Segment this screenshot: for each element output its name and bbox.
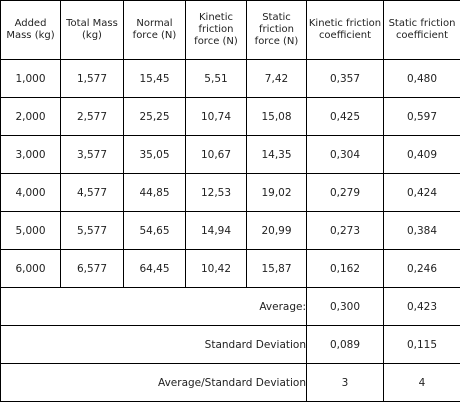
cell-normal-force: 44,85 (124, 174, 186, 212)
cell-kinetic-force: 10,42 (186, 250, 247, 288)
cell-added-mass: 4,000 (1, 174, 61, 212)
header-row: Added Mass (kg) Total Mass (kg) Normal f… (1, 1, 460, 60)
cell-kinetic-force: 10,74 (186, 98, 247, 136)
header-kinetic-friction-force: Kinetic friction force (N) (186, 1, 247, 60)
cell-total-mass: 3,577 (61, 136, 124, 174)
header-kinetic-coef-line2: coefficient (307, 30, 383, 42)
ratio-static-value: 4 (384, 364, 460, 402)
std-deviation-label: Standard Deviation (1, 326, 307, 364)
cell-kinetic-coefficient: 0,357 (307, 60, 384, 98)
cell-static-coefficient: 0,480 (384, 60, 460, 98)
cell-total-mass: 5,577 (61, 212, 124, 250)
header-static-force-line2: friction (247, 24, 306, 36)
header-static-coefficient: Static friction coefficient (384, 1, 460, 60)
header-static-coef-line1: Static friction (384, 18, 460, 30)
average-kinetic-value: 0,300 (307, 288, 384, 326)
ratio-label: Average/Standard Deviation (1, 364, 307, 402)
header-static-friction-force: Static friction force (N) (247, 1, 307, 60)
cell-kinetic-force: 5,51 (186, 60, 247, 98)
header-normal-force: Normal force (N) (124, 1, 186, 60)
cell-kinetic-coefficient: 0,425 (307, 98, 384, 136)
header-static-coef-line2: coefficient (384, 30, 460, 42)
cell-static-force: 15,08 (247, 98, 307, 136)
cell-normal-force: 15,45 (124, 60, 186, 98)
header-added-mass: Added Mass (kg) (1, 1, 61, 60)
header-added-mass-line1: Added (1, 18, 60, 30)
cell-kinetic-coefficient: 0,162 (307, 250, 384, 288)
header-normal-force-line2: force (N) (124, 30, 185, 42)
cell-static-force: 15,87 (247, 250, 307, 288)
cell-static-force: 20,99 (247, 212, 307, 250)
table-row: 6,000 6,577 64,45 10,42 15,87 0,162 0,24… (1, 250, 460, 288)
header-added-mass-line2: Mass (kg) (1, 30, 60, 42)
header-kinetic-coefficient: Kinetic friction coefficient (307, 1, 384, 60)
cell-normal-force: 25,25 (124, 98, 186, 136)
table-row: 4,000 4,577 44,85 12,53 19,02 0,279 0,42… (1, 174, 460, 212)
header-total-mass-line2: (kg) (61, 30, 123, 42)
cell-added-mass: 6,000 (1, 250, 61, 288)
cell-kinetic-force: 14,94 (186, 212, 247, 250)
summary-row-average: Average: 0,300 0,423 (1, 288, 460, 326)
summary-row-std-deviation: Standard Deviation 0,089 0,115 (1, 326, 460, 364)
ratio-kinetic-value: 3 (307, 364, 384, 402)
cell-added-mass: 1,000 (1, 60, 61, 98)
header-total-mass-line1: Total Mass (61, 18, 123, 30)
cell-added-mass: 5,000 (1, 212, 61, 250)
std-static-value: 0,115 (384, 326, 460, 364)
std-kinetic-value: 0,089 (307, 326, 384, 364)
cell-kinetic-force: 12,53 (186, 174, 247, 212)
table-row: 1,000 1,577 15,45 5,51 7,42 0,357 0,480 (1, 60, 460, 98)
average-static-value: 0,423 (384, 288, 460, 326)
header-total-mass: Total Mass (kg) (61, 1, 124, 60)
header-kinetic-force-line1: Kinetic (186, 12, 246, 24)
cell-kinetic-coefficient: 0,273 (307, 212, 384, 250)
cell-normal-force: 54,65 (124, 212, 186, 250)
cell-static-coefficient: 0,246 (384, 250, 460, 288)
cell-static-coefficient: 0,597 (384, 98, 460, 136)
table-row: 5,000 5,577 54,65 14,94 20,99 0,273 0,38… (1, 212, 460, 250)
table-row: 2,000 2,577 25,25 10,74 15,08 0,425 0,59… (1, 98, 460, 136)
header-kinetic-coef-line1: Kinetic friction (307, 18, 383, 30)
cell-added-mass: 3,000 (1, 136, 61, 174)
cell-static-coefficient: 0,384 (384, 212, 460, 250)
cell-normal-force: 64,45 (124, 250, 186, 288)
summary-row-ratio: Average/Standard Deviation 3 4 (1, 364, 460, 402)
table-row: 3,000 3,577 35,05 10,67 14,35 0,304 0,40… (1, 136, 460, 174)
header-kinetic-force-line3: force (N) (186, 36, 246, 48)
cell-total-mass: 4,577 (61, 174, 124, 212)
cell-static-force: 7,42 (247, 60, 307, 98)
cell-total-mass: 1,577 (61, 60, 124, 98)
header-normal-force-line1: Normal (124, 18, 185, 30)
cell-total-mass: 6,577 (61, 250, 124, 288)
cell-static-force: 14,35 (247, 136, 307, 174)
cell-static-coefficient: 0,409 (384, 136, 460, 174)
cell-added-mass: 2,000 (1, 98, 61, 136)
cell-normal-force: 35,05 (124, 136, 186, 174)
header-static-force-line1: Static (247, 12, 306, 24)
cell-kinetic-coefficient: 0,304 (307, 136, 384, 174)
header-static-force-line3: force (N) (247, 36, 306, 48)
header-kinetic-force-line2: friction (186, 24, 246, 36)
cell-kinetic-force: 10,67 (186, 136, 247, 174)
cell-kinetic-coefficient: 0,279 (307, 174, 384, 212)
average-label: Average: (1, 288, 307, 326)
cell-static-coefficient: 0,424 (384, 174, 460, 212)
cell-total-mass: 2,577 (61, 98, 124, 136)
cell-static-force: 19,02 (247, 174, 307, 212)
